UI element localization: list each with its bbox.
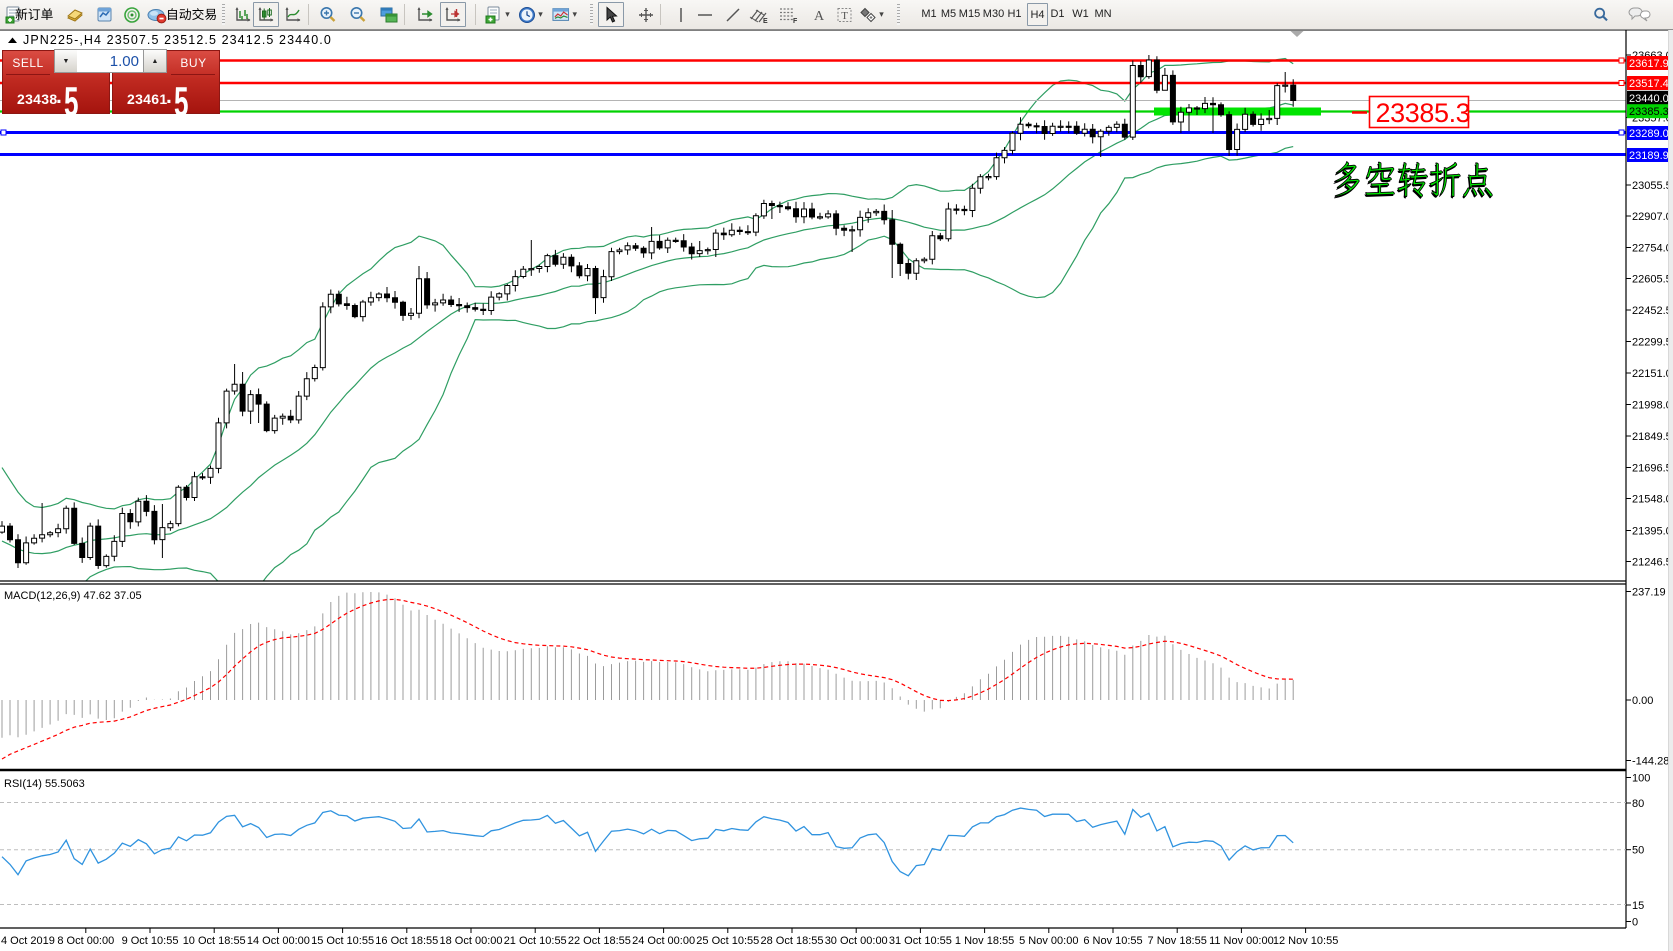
svg-text:237.19: 237.19 <box>1632 587 1666 599</box>
svg-text:23617.9: 23617.9 <box>1629 58 1669 70</box>
svg-text:21395.0: 21395.0 <box>1632 526 1672 538</box>
svg-text:23440.0: 23440.0 <box>1629 93 1669 105</box>
svg-text:10 Oct 18:55: 10 Oct 18:55 <box>183 935 246 947</box>
svg-text:21246.5: 21246.5 <box>1632 557 1672 569</box>
svg-text:21696.5: 21696.5 <box>1632 463 1672 475</box>
svg-text:23385.3: 23385.3 <box>1376 98 1471 128</box>
svg-text:4 Oct 2019: 4 Oct 2019 <box>1 935 55 947</box>
svg-text:21 Oct 10:55: 21 Oct 10:55 <box>504 935 567 947</box>
svg-text:1 Nov 18:55: 1 Nov 18:55 <box>955 935 1014 947</box>
svg-text:E: E <box>763 18 768 25</box>
svg-text:22151.0: 22151.0 <box>1632 368 1672 380</box>
svg-text:22754.0: 22754.0 <box>1632 243 1672 255</box>
svg-text:T: T <box>841 10 848 22</box>
svg-text:21849.5: 21849.5 <box>1632 431 1672 443</box>
svg-text:JPN225-,H4 23507.5 23512.5 23: JPN225-,H4 23507.5 23512.5 23412.5 23440… <box>23 33 332 47</box>
svg-text:16 Oct 18:55: 16 Oct 18:55 <box>375 935 438 947</box>
svg-text:28 Oct 18:55: 28 Oct 18:55 <box>761 935 824 947</box>
svg-text:7 Nov 18:55: 7 Nov 18:55 <box>1148 935 1207 947</box>
svg-text:23189.9: 23189.9 <box>1629 150 1669 162</box>
svg-text:22452.5: 22452.5 <box>1632 305 1672 317</box>
svg-text:RSI(14) 55.5063: RSI(14) 55.5063 <box>4 778 85 790</box>
svg-text:31 Oct 10:55: 31 Oct 10:55 <box>889 935 952 947</box>
svg-text:6 Nov 10:55: 6 Nov 10:55 <box>1083 935 1142 947</box>
svg-text:8 Oct 00:00: 8 Oct 00:00 <box>57 935 114 947</box>
svg-text:0.00: 0.00 <box>1632 695 1653 707</box>
svg-text:22 Oct 18:55: 22 Oct 18:55 <box>568 935 631 947</box>
svg-text:22907.0: 22907.0 <box>1632 211 1672 223</box>
svg-text:22299.5: 22299.5 <box>1632 337 1672 349</box>
svg-text:24 Oct 00:00: 24 Oct 00:00 <box>632 935 695 947</box>
svg-text:100: 100 <box>1632 773 1650 785</box>
svg-text:15 Oct 10:55: 15 Oct 10:55 <box>311 935 374 947</box>
svg-text:12 Nov 10:55: 12 Nov 10:55 <box>1273 935 1338 947</box>
svg-text:MACD(12,26,9) 47.62 37.05: MACD(12,26,9) 47.62 37.05 <box>4 590 142 602</box>
svg-text:5 Nov 00:00: 5 Nov 00:00 <box>1019 935 1078 947</box>
svg-text:F: F <box>793 18 798 25</box>
svg-text:23055.5: 23055.5 <box>1632 180 1672 192</box>
svg-text:23385.3: 23385.3 <box>1629 106 1669 118</box>
svg-text:21998.0: 21998.0 <box>1632 400 1672 412</box>
svg-text:-144.28: -144.28 <box>1632 756 1669 768</box>
svg-text:25 Oct 10:55: 25 Oct 10:55 <box>696 935 759 947</box>
svg-text:18 Oct 00:00: 18 Oct 00:00 <box>440 935 503 947</box>
svg-text:22605.5: 22605.5 <box>1632 274 1672 286</box>
svg-text:15: 15 <box>1632 900 1644 912</box>
svg-text:A: A <box>814 9 825 24</box>
svg-text:23289.0: 23289.0 <box>1629 128 1669 140</box>
svg-text:14 Oct 00:00: 14 Oct 00:00 <box>247 935 310 947</box>
svg-text:50: 50 <box>1632 845 1644 857</box>
svg-text:9 Oct 10:55: 9 Oct 10:55 <box>122 935 179 947</box>
svg-text:30 Oct 00:00: 30 Oct 00:00 <box>825 935 888 947</box>
svg-text:23517.4: 23517.4 <box>1629 78 1669 90</box>
svg-text:0: 0 <box>1632 917 1638 929</box>
svg-text:80: 80 <box>1632 798 1644 810</box>
svg-text:21548.0: 21548.0 <box>1632 494 1672 506</box>
svg-text:11 Nov 00:00: 11 Nov 00:00 <box>1209 935 1274 947</box>
